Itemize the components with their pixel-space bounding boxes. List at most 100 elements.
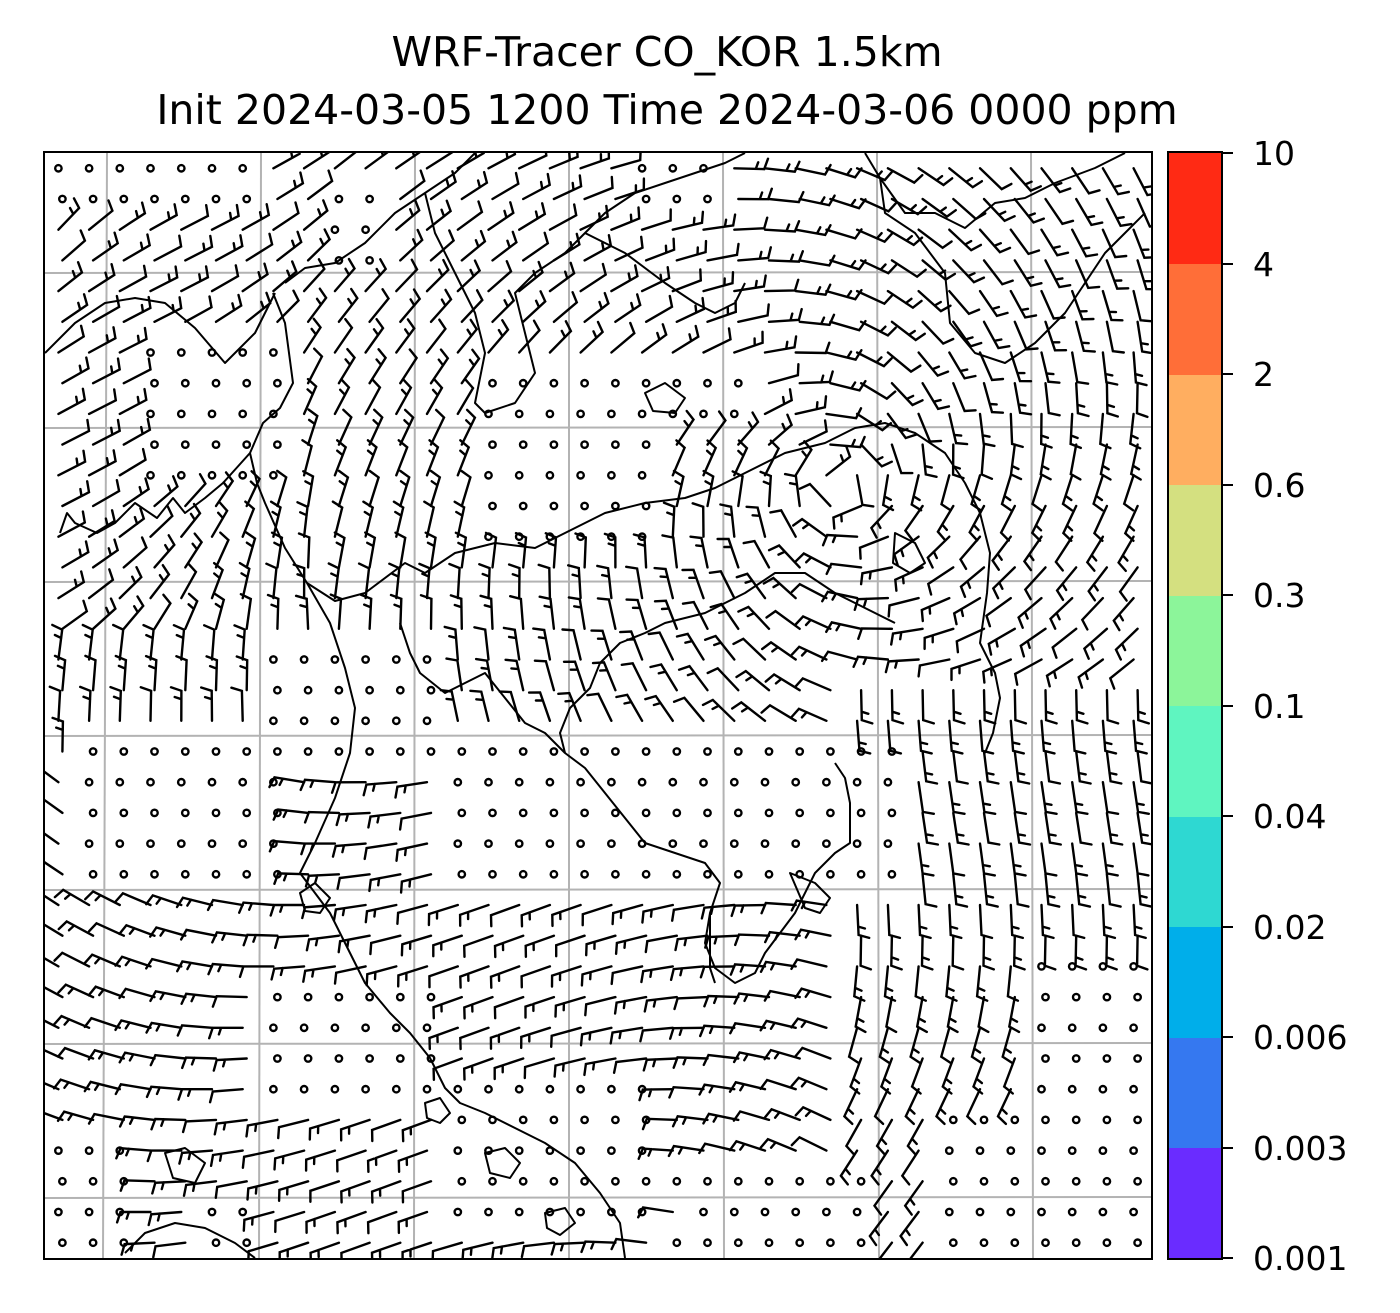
wind-barb [968, 504, 986, 542]
colorbar-tick-label: 0.02 [1253, 907, 1327, 947]
calm-wind-marker [361, 1084, 370, 1094]
colorbar-tick [1223, 594, 1233, 596]
calm-wind-marker [1102, 1115, 1112, 1125]
calm-wind-marker [211, 869, 221, 879]
wind-barb [368, 408, 384, 446]
wind-barb [702, 271, 735, 293]
wind-barb [301, 439, 313, 477]
wind-barb [553, 1057, 586, 1078]
calm-wind-marker [1067, 1146, 1077, 1155]
wind-barb [149, 203, 179, 231]
colorbar-tick-label: 0.003 [1253, 1128, 1348, 1168]
wind-barb [996, 1088, 1012, 1126]
wind-barb [1101, 228, 1128, 259]
china-coast [424, 153, 746, 414]
calm-wind-marker [484, 1084, 493, 1094]
wind-barb [61, 229, 87, 262]
wind-barb [640, 266, 671, 293]
wind-barb [337, 408, 353, 446]
wind-barb [869, 504, 894, 539]
wind-barb [331, 842, 367, 858]
wind-barb [642, 1057, 678, 1072]
calm-wind-marker [84, 777, 94, 787]
wind-barb [306, 287, 328, 323]
wind-barb [460, 408, 477, 446]
parallel-line [45, 734, 1151, 737]
wind-barb [45, 894, 60, 907]
wind-barb [207, 962, 244, 976]
wind-barb [114, 1019, 152, 1031]
calm-wind-marker [488, 747, 497, 756]
calm-wind-marker [549, 747, 559, 756]
wind-barb [169, 686, 183, 722]
wind-barb [917, 412, 943, 443]
wind-barb [340, 1180, 371, 1204]
wind-barb [61, 599, 89, 630]
wind-barb [398, 811, 433, 831]
wind-barb [489, 1026, 521, 1050]
wind-barb [1051, 627, 1078, 659]
wind-barb [1132, 228, 1151, 259]
calm-wind-marker [1041, 1176, 1050, 1186]
wind-barb [638, 1088, 674, 1102]
wind-barb [1118, 566, 1139, 602]
calm-wind-marker [211, 808, 221, 818]
wind-barb [825, 562, 863, 576]
wind-barb [91, 357, 122, 385]
wind-barb [45, 798, 64, 815]
wind-barb [978, 412, 996, 448]
wind-barb [61, 480, 91, 508]
calm-wind-marker [268, 716, 278, 726]
wind-barb [939, 1026, 952, 1064]
wind-barb [767, 544, 801, 569]
calm-wind-marker [268, 470, 278, 480]
calm-wind-marker [150, 378, 159, 388]
wind-barb [1105, 320, 1125, 354]
wind-barb [456, 439, 471, 477]
wind-barb [122, 417, 152, 446]
wind-barb [1009, 903, 1024, 940]
wind-barb [637, 1147, 674, 1160]
wind-barb [1123, 504, 1139, 542]
wind-barb [429, 170, 458, 201]
wind-barb [847, 1026, 860, 1064]
wind-barb [340, 1241, 371, 1258]
calm-wind-marker [238, 777, 248, 787]
wind-barb [502, 626, 521, 661]
calm-wind-marker [365, 1054, 374, 1063]
calm-wind-marker [580, 440, 589, 449]
calm-wind-marker [703, 808, 712, 818]
parallel-line [45, 1042, 1151, 1045]
wind-barb [1044, 382, 1061, 417]
wind-barb [1136, 811, 1151, 846]
wind-barb [118, 447, 147, 477]
calm-wind-marker [733, 1238, 743, 1248]
wind-barb [794, 614, 832, 630]
wind-barb [790, 1017, 828, 1029]
wind-barb [87, 921, 125, 937]
calm-wind-marker [607, 1146, 616, 1155]
colorbar-tick [1223, 815, 1233, 817]
wind-barb [120, 1241, 156, 1256]
wind-barb [1045, 658, 1074, 688]
wind-barb [1132, 781, 1150, 815]
wind-barb [1044, 197, 1075, 226]
calm-wind-marker [944, 1146, 954, 1155]
calm-wind-marker [207, 348, 217, 357]
wind-barb [1132, 289, 1151, 323]
wind-barb [1101, 289, 1124, 322]
wind-barb [579, 320, 605, 354]
wind-barb [844, 1118, 863, 1156]
wind-barb [56, 1046, 95, 1060]
wind-barb [203, 624, 216, 661]
wind-barb [211, 994, 248, 1008]
wind-barb [302, 317, 322, 354]
wind-barb [641, 903, 674, 924]
calm-wind-marker [484, 409, 493, 419]
wind-barb [948, 412, 969, 446]
calm-wind-marker [176, 409, 186, 419]
calm-wind-marker [852, 1207, 862, 1217]
wind-barb [149, 504, 174, 538]
calm-wind-marker [211, 440, 221, 449]
wind-barb [429, 229, 456, 262]
